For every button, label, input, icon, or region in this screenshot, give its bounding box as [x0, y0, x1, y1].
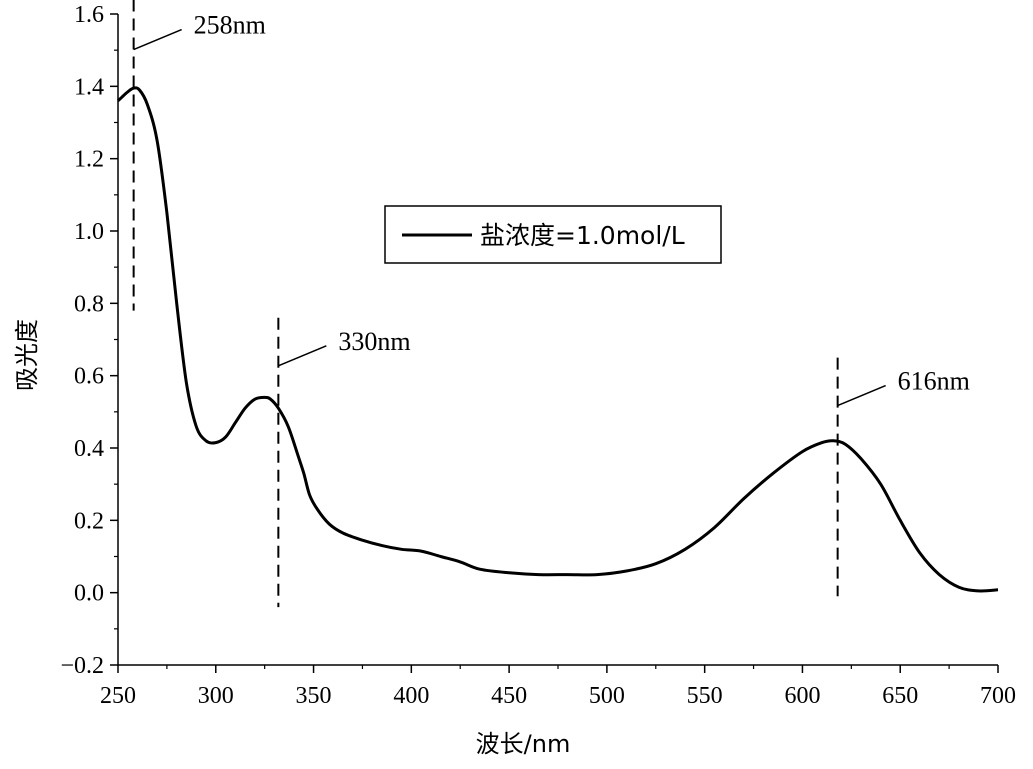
x-axis-ticks: 250 300 350 400 450 500 550 600 650 700 [100, 665, 1016, 709]
series-line [117, 86, 999, 593]
x-tick-label: 650 [882, 683, 918, 709]
y-axis-title: 吸光度 [13, 319, 41, 391]
x-tick-label: 300 [198, 683, 234, 709]
x-tick-label: 600 [784, 683, 820, 709]
legend-label: 盐浓度=1.0mol/L [480, 221, 685, 250]
y-tick-label: −0.2 [60, 653, 104, 679]
x-tick-label: 500 [589, 683, 625, 709]
y-tick-label: 0.4 [74, 436, 104, 462]
series-group [117, 86, 999, 593]
peak-leader-line [278, 345, 327, 367]
peak-label: 258nm [194, 11, 266, 40]
peak-label: 616nm [898, 367, 970, 396]
legend: 盐浓度=1.0mol/L [384, 205, 722, 264]
y-tick-label: 1.4 [74, 74, 104, 100]
legend-box [384, 205, 722, 264]
y-tick-label: 1.0 [74, 219, 104, 245]
x-tick-label: 400 [393, 683, 429, 709]
x-tick-label: 350 [296, 683, 332, 709]
y-tick-label: 0.0 [74, 581, 104, 607]
peak-annotations: 258nm 330nm 616nm [132, 0, 970, 608]
x-tick-label: 450 [491, 683, 527, 709]
x-tick-label: 250 [100, 683, 136, 709]
y-tick-label: 1.2 [74, 147, 104, 173]
y-tick-label: 1.6 [74, 2, 104, 28]
plot-frame [117, 14, 998, 666]
x-axis-title: 波长/nm [476, 730, 571, 758]
y-axis-ticks: −0.2 0.0 0.2 0.4 0.6 0.8 1.0 1.2 1.4 1.6 [60, 2, 118, 679]
peak-label: 330nm [338, 327, 410, 356]
peak-leader-line [133, 28, 182, 51]
x-tick-label: 550 [687, 683, 723, 709]
y-tick-label: 0.8 [74, 291, 104, 317]
x-tick-label: 700 [980, 683, 1016, 709]
y-tick-label: 0.2 [74, 508, 104, 534]
peak-leader-line [837, 384, 886, 407]
y-tick-label: 0.6 [74, 364, 104, 390]
